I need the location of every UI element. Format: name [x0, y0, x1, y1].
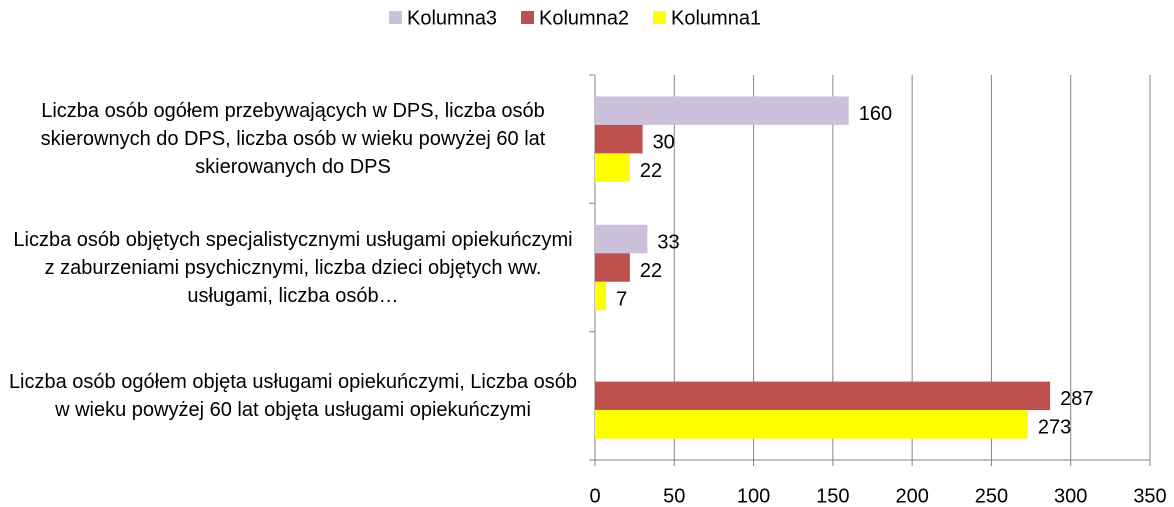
data-label: 287	[1060, 388, 1093, 410]
data-label: 22	[640, 260, 662, 282]
x-tick-label: 0	[589, 485, 600, 507]
x-tick-label: 100	[737, 485, 770, 507]
bar	[595, 153, 630, 182]
category-label: Liczba osób ogółem objęta usługami opiek…	[8, 370, 578, 421]
legend-label: Kolumna2	[539, 7, 629, 29]
category-label: Liczba osób objętych specjalistycznymi u…	[13, 228, 573, 307]
x-tick-label: 150	[816, 485, 849, 507]
bar	[595, 410, 1028, 439]
x-tick-label: 250	[975, 485, 1008, 507]
legend-label: Kolumna1	[671, 7, 761, 29]
x-tick-label: 300	[1054, 485, 1087, 507]
bar	[595, 281, 607, 311]
data-label: 33	[657, 231, 679, 253]
bar	[595, 253, 630, 282]
legend-swatch	[521, 11, 534, 24]
data-label: 30	[653, 131, 675, 153]
data-label: 273	[1038, 417, 1071, 439]
bar	[595, 124, 643, 154]
data-label: 160	[859, 103, 892, 125]
data-label: 7	[616, 288, 627, 310]
bar	[595, 381, 1051, 411]
legend-label: Kolumna3	[407, 7, 497, 29]
bar	[595, 224, 648, 254]
x-tick-label: 200	[895, 485, 928, 507]
legend-swatch	[653, 11, 666, 24]
legend-swatch	[389, 11, 402, 24]
bar	[595, 96, 849, 125]
data-label: 22	[640, 160, 662, 182]
category-label: Liczba osób ogółem przebywających w DPS,…	[40, 100, 546, 179]
x-tick-label: 350	[1133, 485, 1166, 507]
x-tick-label: 50	[663, 485, 685, 507]
